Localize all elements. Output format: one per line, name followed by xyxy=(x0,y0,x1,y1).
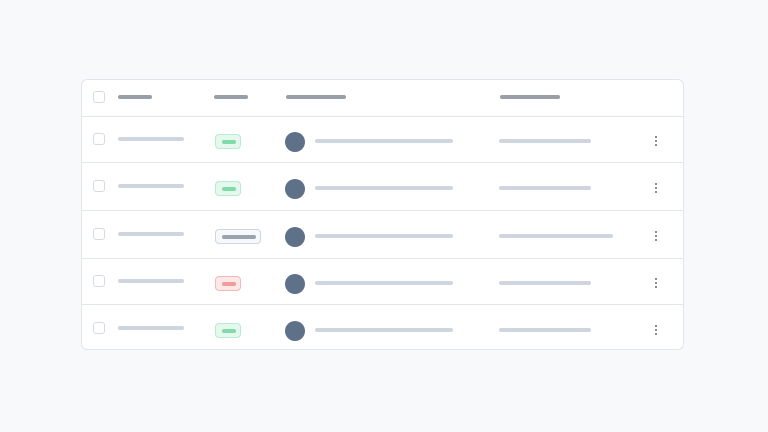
date-placeholder xyxy=(499,139,591,143)
row-checkbox[interactable] xyxy=(93,322,105,334)
name-placeholder xyxy=(118,137,184,141)
name-placeholder xyxy=(118,326,184,330)
avatar xyxy=(285,274,305,294)
row-checkbox[interactable] xyxy=(93,228,105,240)
table-row[interactable] xyxy=(82,210,683,258)
status-badge xyxy=(215,323,241,338)
date-placeholder xyxy=(499,281,591,285)
row-checkbox[interactable] xyxy=(93,275,105,287)
header-date-placeholder xyxy=(500,95,560,99)
name-placeholder xyxy=(118,279,184,283)
table-row[interactable] xyxy=(82,162,683,210)
date-placeholder xyxy=(499,234,613,238)
more-vertical-icon[interactable] xyxy=(655,231,657,243)
row-checkbox[interactable] xyxy=(93,133,105,145)
user-placeholder xyxy=(315,186,453,190)
status-badge xyxy=(215,276,241,291)
user-placeholder xyxy=(315,234,453,238)
status-badge xyxy=(215,181,241,196)
select-all-checkbox[interactable] xyxy=(93,91,105,103)
header-status-placeholder xyxy=(214,95,248,99)
status-badge xyxy=(215,134,241,149)
data-table-skeleton xyxy=(81,79,684,350)
avatar xyxy=(285,179,305,199)
header-user-placeholder xyxy=(286,95,346,99)
user-placeholder xyxy=(315,281,453,285)
more-vertical-icon[interactable] xyxy=(655,278,657,290)
status-badge xyxy=(215,229,261,244)
table-row[interactable] xyxy=(82,258,683,304)
avatar xyxy=(285,132,305,152)
row-checkbox[interactable] xyxy=(93,180,105,192)
header-name-placeholder xyxy=(118,95,152,99)
more-vertical-icon[interactable] xyxy=(655,325,657,337)
name-placeholder xyxy=(118,184,184,188)
date-placeholder xyxy=(499,328,591,332)
table-row[interactable] xyxy=(82,304,683,351)
avatar xyxy=(285,227,305,247)
user-placeholder xyxy=(315,328,453,332)
avatar xyxy=(285,321,305,341)
more-vertical-icon[interactable] xyxy=(655,136,657,148)
user-placeholder xyxy=(315,139,453,143)
table-header xyxy=(82,80,683,116)
more-vertical-icon[interactable] xyxy=(655,183,657,195)
date-placeholder xyxy=(499,186,591,190)
table-row[interactable] xyxy=(82,116,683,162)
name-placeholder xyxy=(118,232,184,236)
